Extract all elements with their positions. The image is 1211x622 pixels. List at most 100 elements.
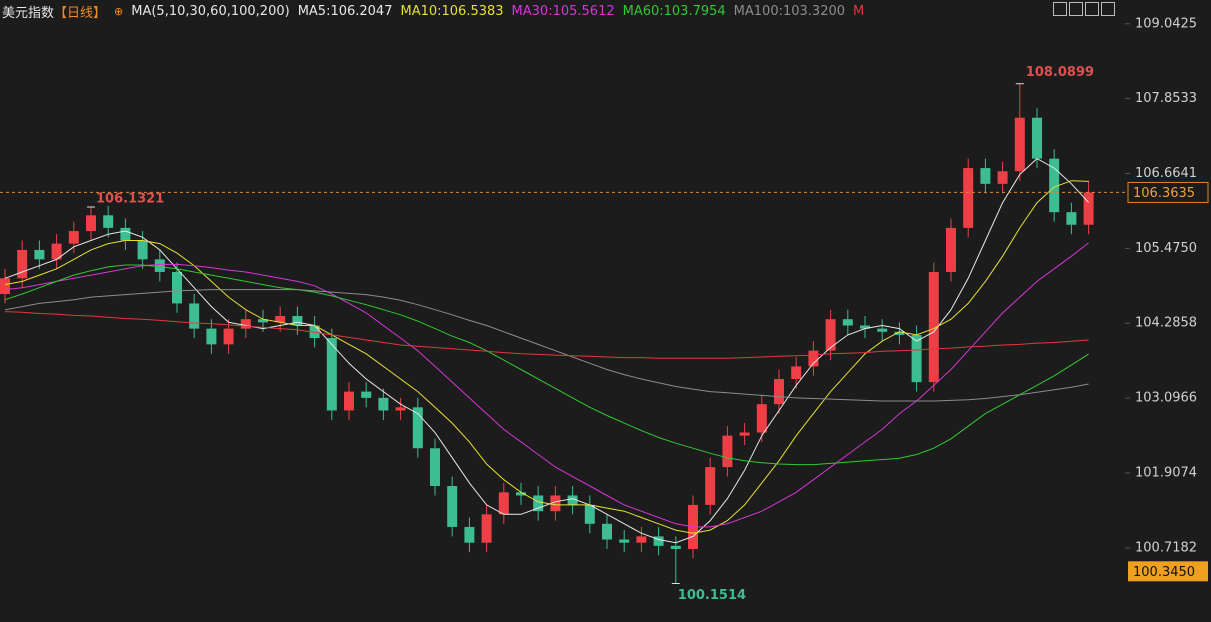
candle-body xyxy=(240,319,251,329)
candle-body xyxy=(653,536,664,546)
candle-body xyxy=(808,350,819,367)
candle-body xyxy=(447,486,458,527)
candle-body xyxy=(911,334,922,383)
current-price-label: 106.3635 xyxy=(1133,186,1195,201)
candle-body xyxy=(980,168,991,184)
candle-body xyxy=(120,227,131,241)
candle-body xyxy=(137,240,148,260)
y-tick-label: 103.0966 xyxy=(1135,391,1197,406)
candle-body xyxy=(602,523,612,540)
legend-entry: MA100:103.3200 xyxy=(733,3,846,19)
cursor-price-box xyxy=(1128,561,1208,582)
candle-body xyxy=(378,397,389,411)
candle-body xyxy=(17,249,28,279)
current-price-box xyxy=(1127,181,1209,203)
candle-body xyxy=(756,404,767,433)
chart-title: 美元指数 xyxy=(2,5,55,21)
candle-body xyxy=(206,328,217,345)
candle-body xyxy=(1014,117,1025,172)
tool-button[interactable] xyxy=(1053,2,1067,16)
candle-body xyxy=(636,536,647,543)
candle-body xyxy=(1066,212,1077,225)
ma-line xyxy=(4,157,1089,544)
candle-body xyxy=(34,249,45,260)
extreme-label: 106.1321 xyxy=(96,191,164,206)
candle-body xyxy=(739,432,750,436)
y-tick-label: 109.0425 xyxy=(1135,16,1197,31)
candle-body xyxy=(326,338,337,411)
legend-entry: MA10:106.5383 xyxy=(400,3,504,19)
extreme-label: 100.1514 xyxy=(678,588,746,603)
legend-entry: M xyxy=(853,3,865,19)
candle-body xyxy=(412,407,423,449)
candle-body xyxy=(584,504,595,524)
candle-body xyxy=(154,259,165,272)
candle-body xyxy=(928,271,939,383)
y-tick-label: 101.9074 xyxy=(1135,465,1197,480)
candle-body xyxy=(946,227,956,272)
period[interactable]: 【日线】 xyxy=(54,5,107,21)
y-tick-label: 104.2858 xyxy=(1135,316,1197,331)
cursor-price-label: 100.3450 xyxy=(1133,565,1195,580)
legend-entry: MA30:105.5612 xyxy=(511,3,615,19)
candle-body xyxy=(481,514,492,543)
candle-body xyxy=(1049,158,1060,213)
candle-body xyxy=(825,319,836,351)
candle-body xyxy=(464,526,475,543)
candle-body xyxy=(344,391,354,411)
candle-body xyxy=(258,319,268,323)
candle-body xyxy=(172,271,182,304)
candle-body xyxy=(894,331,905,335)
tool-button[interactable] xyxy=(1085,2,1099,16)
candle-body xyxy=(877,328,888,332)
candle-body xyxy=(550,495,561,512)
candle-body xyxy=(309,325,320,339)
candle-body xyxy=(1032,117,1042,159)
candle-body xyxy=(1083,192,1094,225)
ma-line xyxy=(4,289,1089,402)
candle-body xyxy=(516,492,526,496)
ma-line xyxy=(4,242,1089,528)
candle-body xyxy=(963,168,974,228)
tool-button[interactable] xyxy=(1069,2,1083,16)
legend-entry: MA5:106.2047 xyxy=(297,3,393,19)
candle-body xyxy=(430,448,440,487)
candle-body xyxy=(670,545,681,549)
candle-body xyxy=(103,215,114,228)
candle-body xyxy=(68,231,79,244)
candle-body xyxy=(189,303,200,329)
header: 美元指数 【日线】 ⊕ MA(5,10,30,60,100,200) MA5:1… xyxy=(2,2,865,21)
candle-body xyxy=(860,325,870,329)
candle-body xyxy=(997,171,1008,184)
candle-body xyxy=(51,243,62,260)
candle-body xyxy=(791,366,802,379)
candle-body xyxy=(774,378,784,405)
legend-entry: MA60:103.7954 xyxy=(622,3,726,19)
ma-line xyxy=(4,311,1089,359)
candle-body xyxy=(395,407,406,411)
y-tick-label: 107.8533 xyxy=(1135,91,1197,106)
candle-body xyxy=(292,316,303,326)
candle-body xyxy=(86,215,96,232)
candle-body xyxy=(722,435,733,468)
y-tick-label: 105.4750 xyxy=(1135,241,1197,256)
ma-line xyxy=(4,180,1089,534)
candle-body xyxy=(567,495,578,505)
indicator[interactable]: MA(5,10,30,60,100,200) xyxy=(131,3,290,19)
candle-body xyxy=(498,492,509,515)
add-icon[interactable]: ⊕ xyxy=(114,4,124,18)
candle-body xyxy=(842,319,853,326)
tool-button[interactable] xyxy=(1101,2,1115,16)
candle-body xyxy=(361,391,372,398)
y-tick-label: 106.6641 xyxy=(1135,166,1197,181)
candle-body xyxy=(275,316,286,323)
candle-body xyxy=(533,495,544,512)
candle-body xyxy=(619,539,630,543)
candle-body xyxy=(0,278,10,295)
extreme-label: 108.0899 xyxy=(1026,65,1094,80)
candle-body xyxy=(223,328,234,345)
candle-body xyxy=(705,467,716,505)
y-tick-label: 100.7182 xyxy=(1135,540,1197,555)
